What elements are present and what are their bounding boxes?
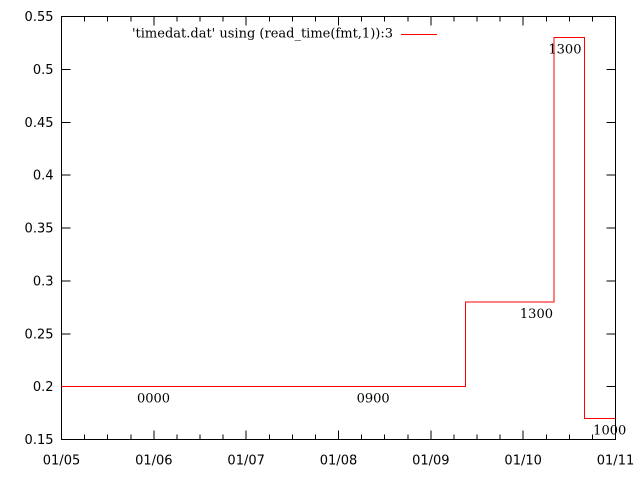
point-label: 1000 xyxy=(593,423,626,438)
point-label-layer: 0000 0900 1300 1300 1000 xyxy=(137,43,626,439)
y-tick-label: 0.55 xyxy=(25,10,54,25)
x-tick-label: 01/06 xyxy=(135,454,172,469)
y-tick-label: 0.35 xyxy=(25,222,54,237)
x-tick-label: 01/10 xyxy=(504,454,541,469)
x-tick-label: 01/08 xyxy=(320,454,357,469)
x-tick-label: 01/11 xyxy=(597,454,634,469)
x-tick-label: 01/09 xyxy=(412,454,449,469)
y-tick-label: 0.45 xyxy=(25,116,54,131)
y-tick-label: 0.5 xyxy=(33,63,54,78)
y-tick-label: 0.25 xyxy=(25,327,54,342)
point-label: 0900 xyxy=(357,392,390,407)
legend-label: 'timedat.dat' using (read_time(fmt,1)):3 xyxy=(132,27,393,42)
point-label: 1300 xyxy=(548,43,581,58)
x-tick-label: 01/05 xyxy=(43,454,80,469)
axis-tick-labels: 0.15 0.2 0.25 0.3 0.35 0.4 0.45 0.5 0.55 01/05 01/… xyxy=(25,10,635,469)
y-tick-label: 0.15 xyxy=(25,433,54,448)
x-tick-label: 01/07 xyxy=(227,454,264,469)
y-tick-label: 0.3 xyxy=(33,274,54,289)
series-line xyxy=(61,37,616,419)
point-label: 1300 xyxy=(520,307,553,322)
y-tick-label: 0.2 xyxy=(33,380,54,395)
point-label: 0000 xyxy=(137,392,170,407)
y-tick-label: 0.4 xyxy=(33,169,54,184)
legend: 'timedat.dat' using (read_time(fmt,1)):3 xyxy=(132,27,437,42)
series-layer xyxy=(61,37,616,419)
plot-frame xyxy=(61,16,616,440)
axis-ticks xyxy=(61,16,616,440)
